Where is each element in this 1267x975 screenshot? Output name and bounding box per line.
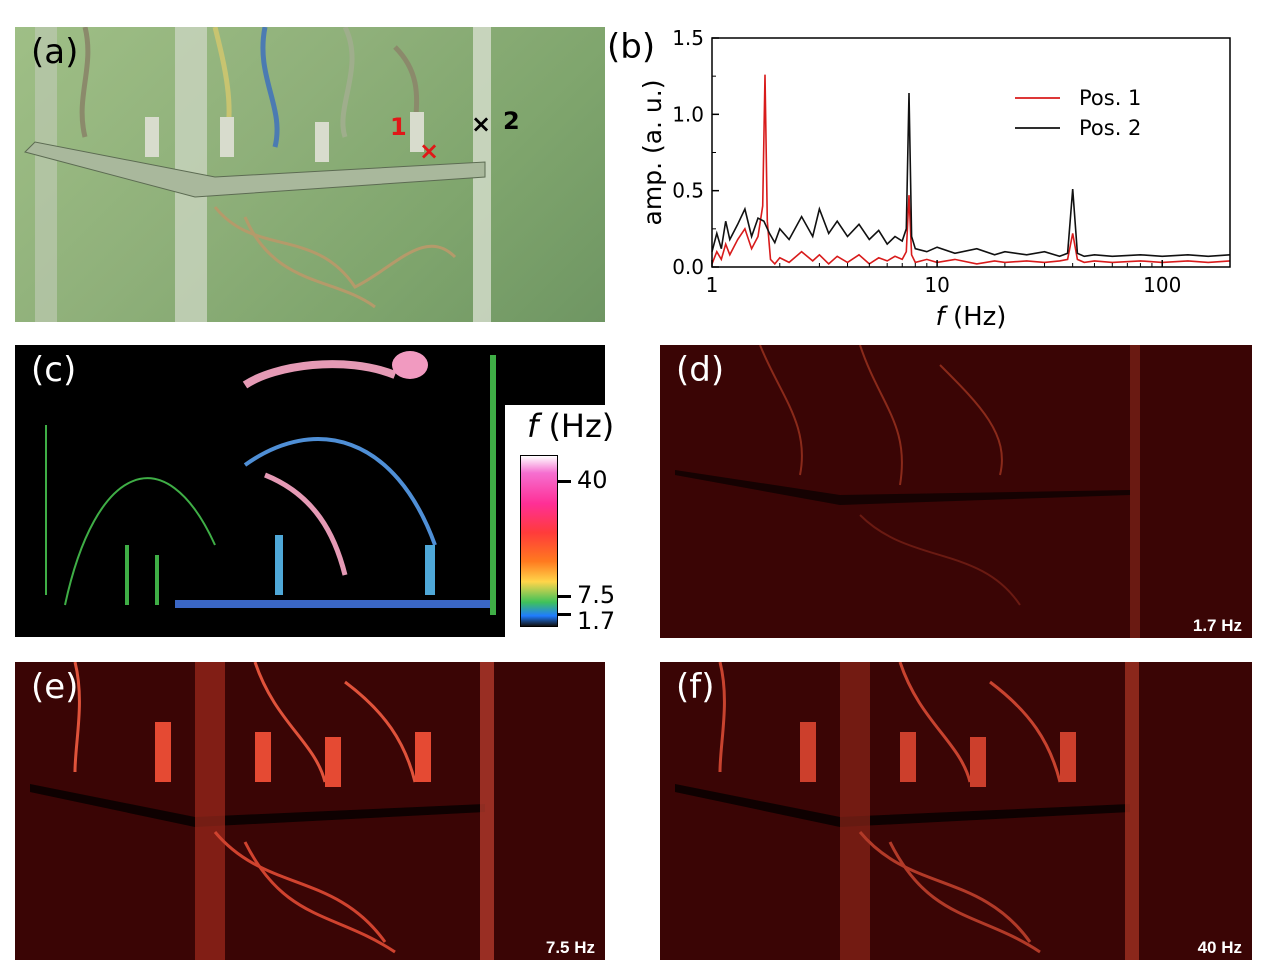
colorbar-gradient <box>520 455 558 627</box>
y-tick-label: 1.5 <box>672 26 704 50</box>
frequency-label-e: 7.5 Hz <box>545 938 595 957</box>
position-2-number: 2 <box>503 107 520 135</box>
x-tick-label: 1 <box>706 273 719 297</box>
spectrum-chart: 0.0 0.5 1.0 1.5 1 10 100 f (Hz) amp. (a. u.) Pos.… <box>638 26 1231 332</box>
amplitude-map-panel-d: (d) 1.7 Hz <box>660 345 1252 638</box>
frequency-label-f: 40 Hz <box>1197 938 1242 957</box>
frequency-label-d: 1.7 Hz <box>1192 616 1242 635</box>
colorbar-legend: f (Hz) 40 7.5 1.7 <box>505 405 650 637</box>
spectrum-chart-panel-b: (b) 0.0 0.5 1.0 1.5 1 10 100 f (Hz) amp. (a. u.)… <box>605 25 1245 340</box>
position-2-marker: × <box>471 110 491 138</box>
photo-panel-a: 1 × × 2 (a) <box>15 27 605 322</box>
y-axis-label: amp. (a. u.) <box>638 80 667 226</box>
panel-label-b: (b) <box>607 27 656 67</box>
y-tick-label: 0.0 <box>672 255 704 279</box>
series-line-2 <box>711 92 1231 258</box>
legend-label-1: Pos. 1 <box>1079 86 1141 110</box>
plot-frame <box>711 37 1231 268</box>
colorbar-tick-7-5 <box>557 595 571 598</box>
colorbar-label-7-5: 7.5 <box>577 581 616 609</box>
panel-label-c: (c) <box>31 350 77 390</box>
panel-label-a: (a) <box>31 32 79 72</box>
colorbar-tick-1-7 <box>557 613 571 616</box>
colorbar-title-f: f <box>527 407 539 445</box>
x-tick-label: 100 <box>1143 273 1181 297</box>
legend-label-2: Pos. 2 <box>1079 116 1141 140</box>
panel-label-f: (f) <box>676 667 715 707</box>
y-tick-label: 1.0 <box>672 102 704 126</box>
amplitude-map-panel-e: (e) 7.5 Hz <box>15 662 605 960</box>
y-tick-label: 0.5 <box>672 179 704 203</box>
colorbar-label-1-7: 1.7 <box>577 607 616 635</box>
panel-label-e: (e) <box>31 667 79 707</box>
position-1-number: 1 <box>390 113 407 141</box>
amplitude-map-e-illustration <box>30 662 494 960</box>
photo-illustration: 1 × × 2 <box>24 27 520 322</box>
colorbar-tick-40 <box>557 480 571 483</box>
colorbar-label-40: 40 <box>577 466 608 494</box>
amplitude-map-d-illustration <box>675 345 1140 638</box>
frequency-map-illustration <box>45 351 496 615</box>
series-line-1 <box>711 74 1231 266</box>
position-1-marker: × <box>419 137 439 165</box>
colorbar-title-unit: (Hz) <box>538 407 615 445</box>
amplitude-map-f-illustration <box>675 662 1139 960</box>
amplitude-map-panel-f: (f) 40 Hz <box>660 662 1252 960</box>
x-axis-label: f (Hz) <box>936 302 1007 332</box>
x-tick-label: 10 <box>924 273 949 297</box>
colorbar-title: f (Hz) <box>527 407 614 445</box>
panel-label-d: (d) <box>676 350 725 390</box>
